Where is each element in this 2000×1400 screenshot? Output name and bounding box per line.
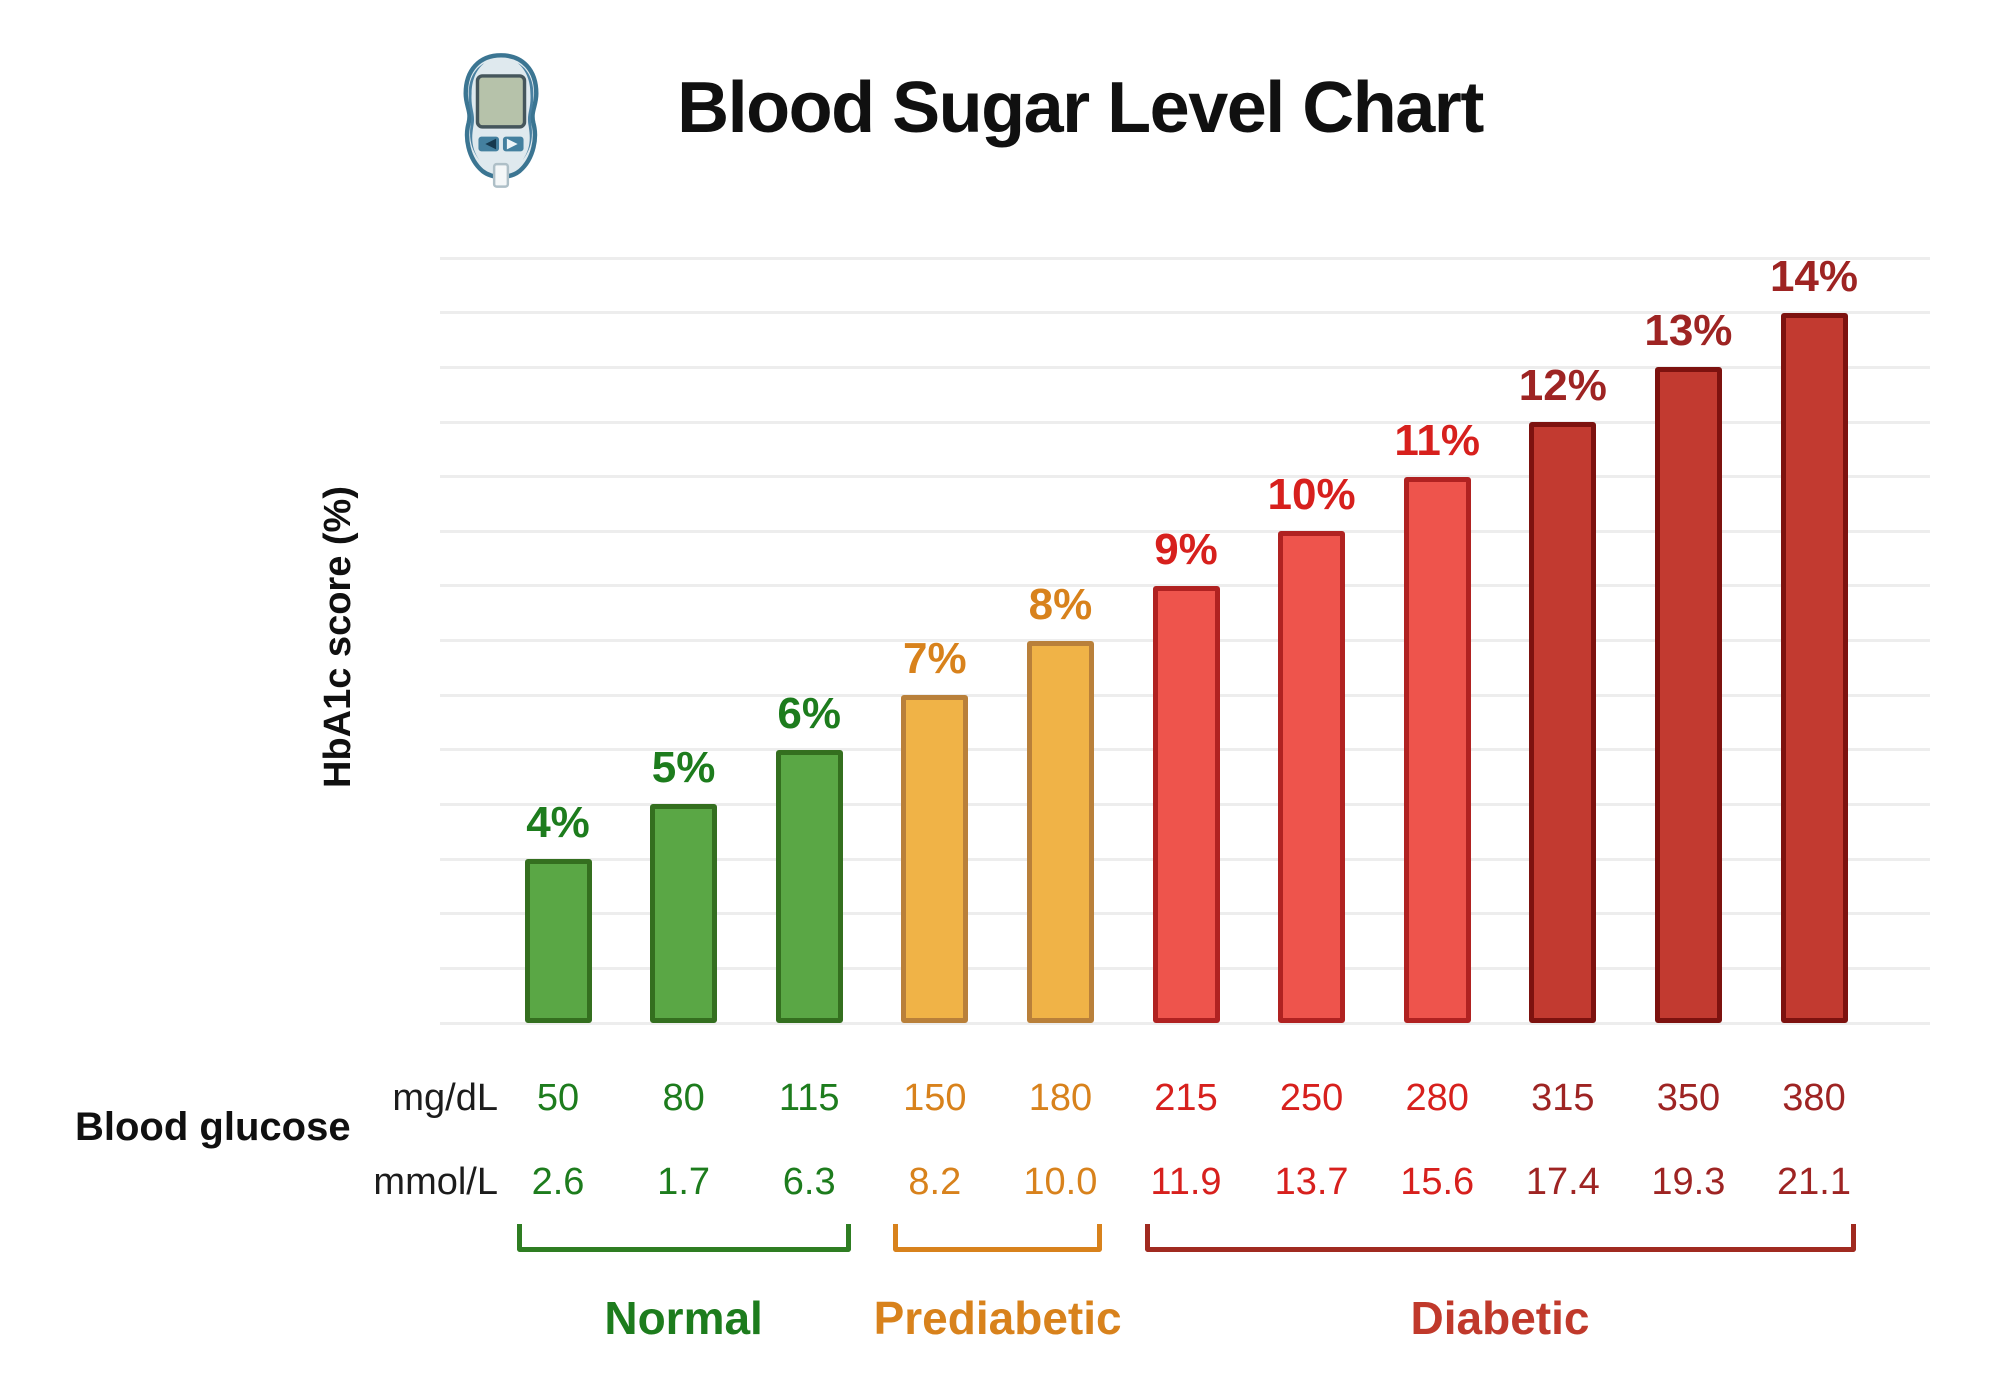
axis-value-mgdl: 380	[1782, 1077, 1846, 1119]
axis-value-mmol: 21.1	[1777, 1161, 1851, 1203]
axis-value-mgdl: 250	[1279, 1077, 1344, 1119]
meter-arrow-right-icon	[506, 138, 518, 150]
axis-value-mmol: 11.9	[1150, 1161, 1222, 1203]
unit-mg-dl-label: mg/dL	[392, 1077, 498, 1119]
bar-12pct	[1529, 422, 1597, 1023]
bar-value-label: 8%	[1028, 579, 1093, 629]
axis-value-mgdl: 180	[1028, 1077, 1093, 1119]
bar-value-label: 13%	[1644, 306, 1733, 356]
blood-glucose-label: Blood glucose	[75, 1105, 351, 1149]
bar-value-label: 5%	[651, 743, 716, 793]
bar-value-label: 12%	[1518, 361, 1607, 410]
axis-value-mgdl: 215	[1154, 1077, 1218, 1119]
axis-value-mmol: 1.7	[657, 1161, 711, 1203]
axis-value-mgdl: 80	[662, 1077, 705, 1119]
axis-value-mmol: 13.7	[1274, 1161, 1349, 1203]
gridline	[440, 256, 1930, 260]
bar-value-label: 7%	[903, 634, 967, 684]
unit-mmol-l-label: mmol/L	[373, 1161, 498, 1203]
bar-5pct	[650, 804, 718, 1023]
gridline	[440, 420, 1930, 424]
bar-value-label: 10%	[1267, 470, 1356, 520]
bar-value-label: 11%	[1394, 415, 1481, 465]
bar-value-label: 4%	[526, 798, 590, 848]
group-bracket-diabetic	[1144, 1224, 1856, 1252]
gridline	[440, 311, 1930, 315]
bar-13pct	[1654, 367, 1722, 1023]
page-title: Blood Sugar Level Chart	[677, 68, 1484, 148]
bar-14pct	[1780, 312, 1848, 1023]
gridline	[440, 1021, 1930, 1025]
axis-value-mmol: 19.3	[1651, 1161, 1726, 1203]
bar-7pct	[901, 695, 969, 1023]
gridline	[440, 475, 1930, 479]
axis-value-mgdl: 315	[1531, 1077, 1595, 1119]
axis-value-mgdl: 350	[1656, 1077, 1721, 1119]
bar-6pct	[775, 749, 843, 1023]
axis-value-mmol: 2.6	[531, 1161, 585, 1203]
axis-value-mmol: 17.4	[1525, 1161, 1600, 1203]
meter-arrow-left-icon	[485, 138, 497, 150]
bar-value-label: 14%	[1769, 251, 1859, 301]
axis-value-mmol: 10.0	[1023, 1161, 1098, 1203]
group-label-prediabetic: Prediabetic	[873, 1292, 1122, 1344]
bar-10pct	[1278, 531, 1346, 1023]
axis-value-mgdl: 280	[1405, 1077, 1469, 1119]
y-axis-label: HbA1c score (%)	[317, 486, 359, 788]
bar-value-label: 6%	[777, 688, 841, 738]
axis-value-mmol: 6.3	[782, 1161, 836, 1203]
axis-value-mgdl: 150	[903, 1077, 967, 1119]
gridline	[440, 365, 1930, 369]
group-bracket-prediabetic	[893, 1224, 1102, 1252]
bar-8pct	[1026, 640, 1094, 1023]
bar-9pct	[1152, 585, 1220, 1023]
axis-value-mmol: 8.2	[908, 1161, 962, 1203]
group-bracket-normal	[516, 1224, 851, 1252]
bar-4pct	[524, 859, 592, 1023]
meter-accent-left	[468, 63, 485, 161]
meter-accent-right	[517, 63, 534, 161]
meter-screen	[475, 74, 527, 129]
glucose-meter-icon	[463, 53, 539, 188]
axis-value-mgdl: 115	[778, 1077, 840, 1119]
group-label-diabetic: Diabetic	[1410, 1292, 1590, 1344]
axis-value-mmol: 15.6	[1400, 1161, 1475, 1203]
bar-value-label: 9%	[1154, 524, 1218, 574]
meter-test-strip	[492, 162, 510, 188]
axis-value-mgdl: 50	[536, 1077, 580, 1119]
group-label-normal: Normal	[604, 1292, 763, 1344]
bar-11pct	[1403, 476, 1471, 1023]
gridline	[440, 529, 1930, 533]
